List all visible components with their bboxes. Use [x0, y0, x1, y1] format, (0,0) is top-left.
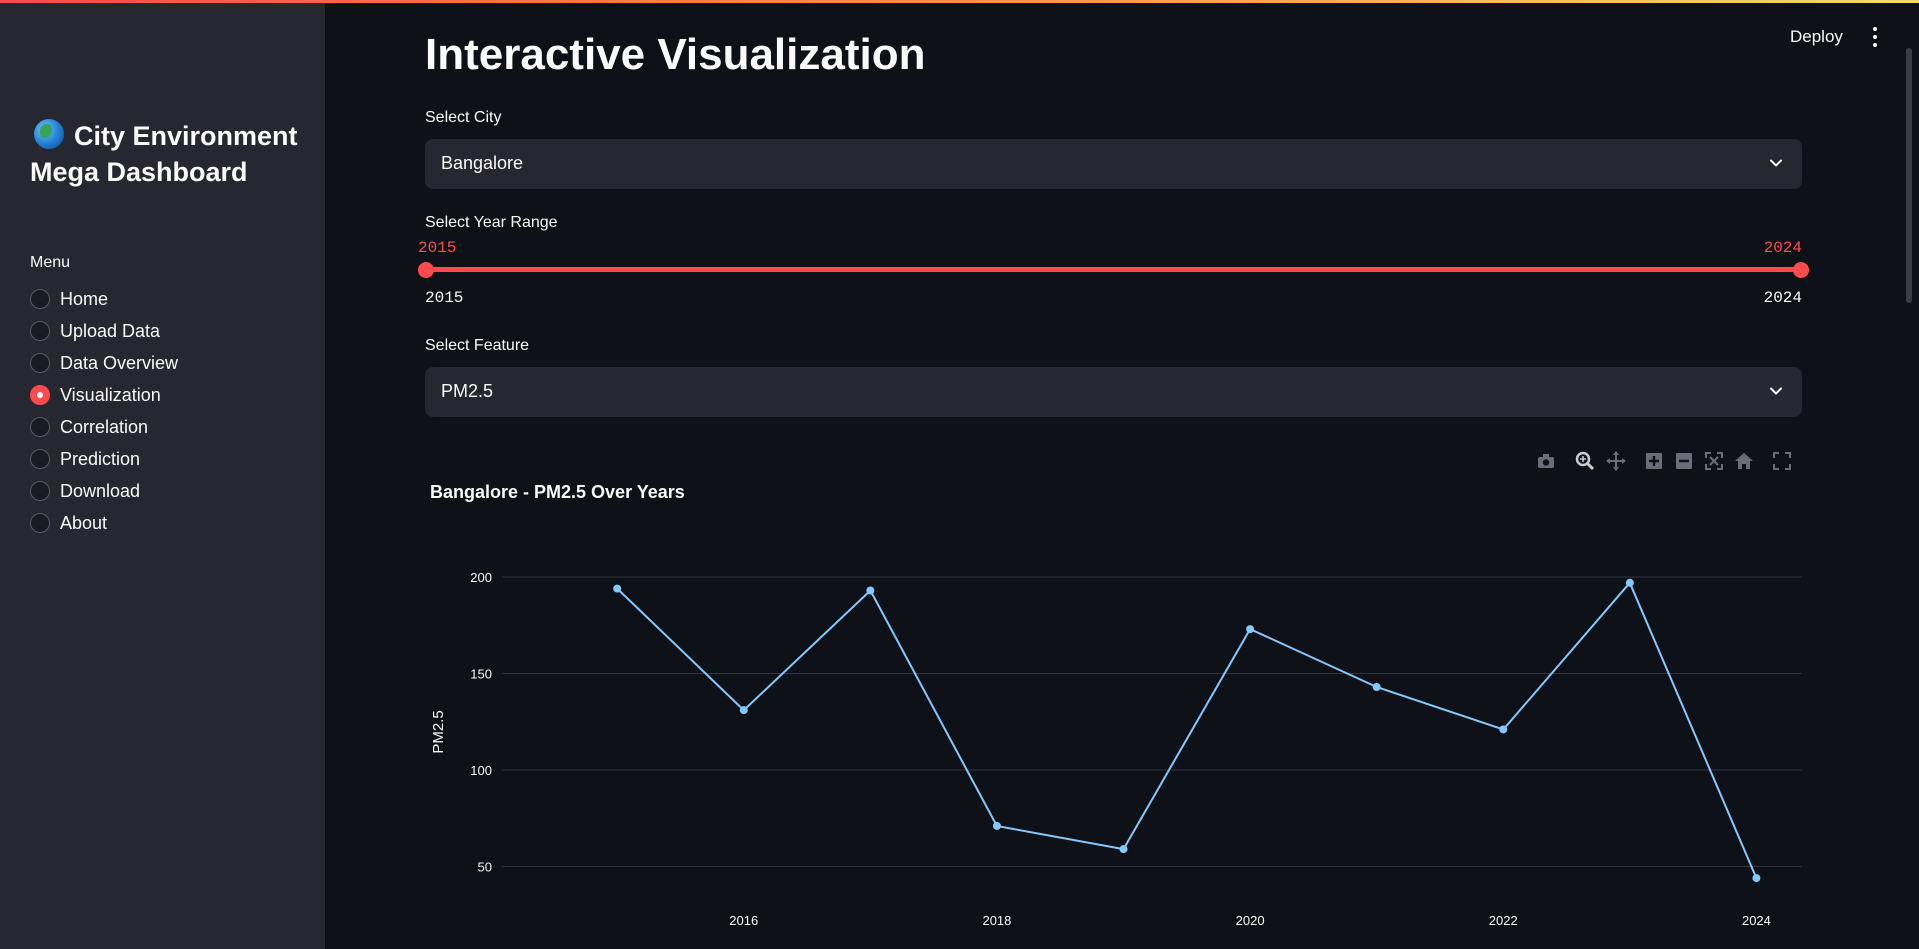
feature-select-value: PM2.5 [441, 381, 494, 401]
more-options-icon[interactable] [1868, 26, 1882, 48]
nav-menu: Home Upload Data Data Overview Visualiza… [30, 283, 178, 539]
app-title-text: City Environment Mega Dashboard [30, 121, 298, 187]
camera-icon[interactable] [1535, 450, 1557, 472]
top-decoration-bar [0, 0, 1919, 3]
chevron-down-icon [1770, 387, 1782, 395]
data-point[interactable] [1625, 578, 1634, 587]
radio-prediction[interactable] [30, 449, 50, 469]
data-point[interactable] [613, 584, 622, 593]
menu-item-visualization[interactable]: Visualization [30, 379, 178, 411]
year-range-low-handle[interactable] [418, 262, 434, 278]
menu-item-label: Correlation [60, 416, 149, 437]
menu-item-prediction[interactable]: Prediction [30, 443, 178, 475]
pm25-line-chart[interactable]: 50 100 150 200 2016 2018 2020 2022 2024 PM2.5 [425, 520, 1802, 940]
menu-item-label: Home [60, 288, 109, 309]
year-range-high-value: 2024 [1763, 239, 1802, 257]
y-tick-label: 200 [470, 570, 492, 585]
city-label: Select City [425, 109, 502, 126]
year-range-label: Select Year Range [425, 214, 558, 231]
menu-item-label: Prediction [60, 448, 141, 469]
data-point[interactable] [739, 706, 748, 715]
scrollbar[interactable] [1906, 48, 1912, 303]
y-tick-label: 50 [478, 860, 492, 875]
chevron-down-icon [1770, 159, 1782, 167]
zoom-out-icon[interactable] [1673, 450, 1695, 472]
x-tick-label: 2016 [729, 913, 758, 928]
pan-icon[interactable] [1605, 450, 1627, 472]
radio-download[interactable] [30, 481, 50, 501]
menu-item-label: Visualization [60, 384, 161, 405]
app-title: City Environment Mega Dashboard [30, 118, 300, 190]
globe-icon [34, 119, 64, 149]
zoom-in-icon[interactable] [1643, 450, 1665, 472]
data-point[interactable] [1246, 625, 1255, 634]
city-select-value: Bangalore [441, 153, 524, 173]
radio-visualization[interactable] [30, 385, 50, 405]
menu-item-download[interactable]: Download [30, 475, 178, 507]
menu-item-label: Download [60, 480, 141, 501]
zoom-icon[interactable] [1574, 450, 1596, 472]
chart-title: Bangalore - PM2.5 Over Years [430, 482, 685, 502]
city-select[interactable]: Bangalore [425, 139, 1802, 189]
menu-item-correlation[interactable]: Correlation [30, 411, 178, 443]
series-line [616, 580, 1758, 879]
feature-label: Select Feature [425, 337, 530, 354]
menu-item-upload-data[interactable]: Upload Data [30, 315, 178, 347]
year-range-min-label: 2015 [425, 289, 464, 307]
y-axis-label: PM2.5 [430, 710, 447, 753]
data-point[interactable] [1499, 725, 1508, 734]
x-tick-label: 2024 [1742, 913, 1771, 928]
data-point[interactable] [1752, 874, 1761, 883]
feature-select[interactable]: PM2.5 [425, 367, 1802, 417]
autoscale-icon[interactable] [1703, 450, 1725, 472]
x-tick-label: 2022 [1489, 913, 1518, 928]
radio-upload-data[interactable] [30, 321, 50, 341]
year-range-max-label: 2024 [1763, 289, 1802, 307]
menu-item-label: Upload Data [60, 320, 161, 341]
year-range-high-handle[interactable] [1793, 262, 1809, 278]
menu-item-about[interactable]: About [30, 507, 178, 539]
data-point[interactable] [1119, 845, 1128, 854]
data-point[interactable] [992, 821, 1001, 830]
radio-data-overview[interactable] [30, 353, 50, 373]
y-tick-label: 150 [470, 667, 492, 682]
menu-item-label: Data Overview [60, 352, 179, 373]
deploy-button[interactable]: Deploy [1790, 27, 1843, 46]
sidebar: City Environment Mega Dashboard Menu Hom… [0, 0, 325, 949]
year-range-low-value: 2015 [418, 239, 457, 257]
menu-label: Menu [30, 254, 71, 271]
radio-about[interactable] [30, 513, 50, 533]
menu-item-data-overview[interactable]: Data Overview [30, 347, 178, 379]
page-title: Interactive Visualization [425, 30, 926, 79]
reset-axes-icon[interactable] [1733, 450, 1755, 472]
radio-home[interactable] [30, 289, 50, 309]
data-point[interactable] [1372, 683, 1381, 692]
fullscreen-icon[interactable] [1771, 450, 1793, 472]
menu-item-label: About [60, 512, 108, 533]
x-tick-label: 2020 [1236, 913, 1265, 928]
y-tick-label: 100 [470, 763, 492, 778]
menu-item-home[interactable]: Home [30, 283, 178, 315]
data-point[interactable] [866, 586, 875, 595]
x-tick-label: 2018 [982, 913, 1011, 928]
radio-correlation[interactable] [30, 417, 50, 437]
year-range-slider[interactable] [425, 267, 1802, 272]
